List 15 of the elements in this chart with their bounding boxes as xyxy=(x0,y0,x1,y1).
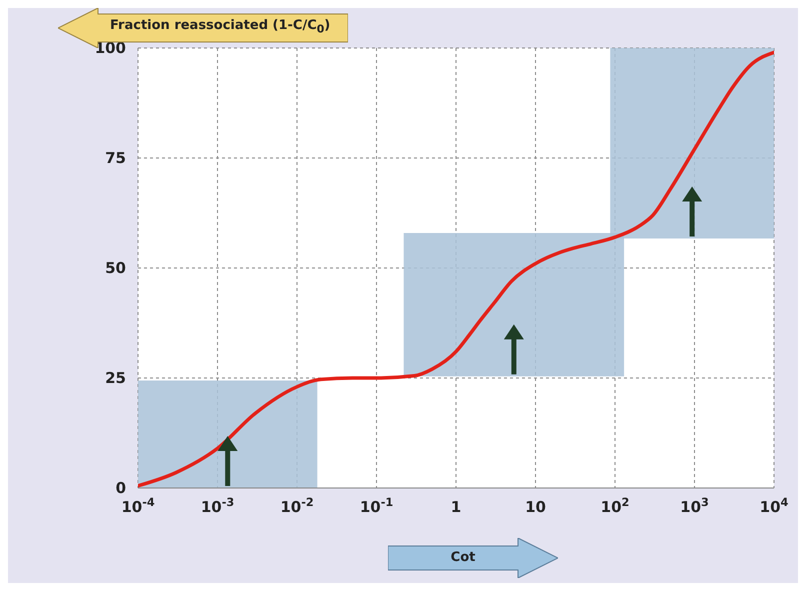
x-tick-label: 10 xyxy=(525,498,546,516)
y-tick-label: 0 xyxy=(116,479,126,497)
y-tick-label: 25 xyxy=(105,369,126,387)
y-tick-label: 50 xyxy=(105,259,126,277)
x-axis-title: Cot xyxy=(450,550,476,565)
y-axis-title: Fraction reassociated (1-C/C$_{0}$) xyxy=(110,18,330,36)
y-tick-label: 75 xyxy=(105,149,126,167)
x-tick-label: 1 xyxy=(450,498,462,516)
x-tick-label: 10$^{3}$ xyxy=(680,496,709,516)
x-tick-label: 10$^{2}$ xyxy=(600,496,630,516)
x-tick-label: 10$^{-4}$ xyxy=(121,496,155,516)
x-tick-label: 10$^{-3}$ xyxy=(200,496,234,516)
x-tick-label: 10$^{4}$ xyxy=(760,496,789,516)
x-tick-label: 10$^{-1}$ xyxy=(360,496,394,516)
x-tick-label: 10$^{-2}$ xyxy=(280,496,314,516)
